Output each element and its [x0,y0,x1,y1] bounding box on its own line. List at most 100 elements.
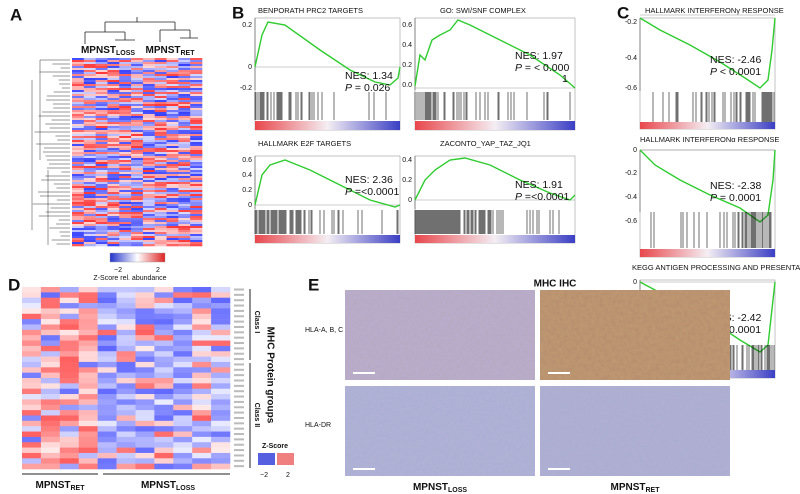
heatmap-cell [178,88,191,91]
heatmap-cell [173,367,193,373]
heatmap-cell [178,96,191,99]
heatmap-cell [119,214,132,217]
heatmap-cell [83,66,96,69]
heatmap-cell [190,60,203,63]
heatmap-cell [190,186,203,189]
heatmap-cell [154,220,167,223]
heatmap-cell [78,303,98,309]
heatmap-cell [211,394,231,400]
heatmap-cell [154,329,174,336]
heatmap-cell [178,92,191,95]
heatmap-cell [95,170,108,173]
heatmap-cell [116,313,136,320]
heatmap-cell [154,313,174,320]
p-label: P = 0.0001 [710,192,761,204]
heatmap-cell [107,172,120,175]
heatmap-cell [95,106,108,109]
heatmap-cell [95,78,108,81]
heatmap-cell [107,96,120,99]
heatmap-cell [40,431,61,438]
heatmap-cell [119,94,132,97]
heatmap-cell [95,152,108,155]
heatmap-cell [178,126,191,129]
heatmap-cell [178,136,191,139]
heatmap-cell [131,132,144,135]
heatmap-cell [119,116,132,119]
heatmap-cell [192,426,212,432]
heatmap-cell [178,62,191,65]
heatmap-cell [59,410,80,416]
heatmap-cell [142,90,156,93]
heatmap-cell [135,447,155,454]
p-symbol: P [515,191,522,203]
heatmap-cell [131,224,144,227]
heatmap-cell [142,206,156,209]
rank-gradient [255,235,400,243]
heatmap-cell [178,122,191,125]
heatmap-cell [83,116,96,119]
heatmap-cell [166,104,179,107]
heatmap-cell [116,447,136,454]
heatmap-cell [83,112,96,115]
heatmap-cell [83,60,96,63]
y-tick-label: 0 [633,279,637,286]
heatmap-cell [178,100,191,103]
heatmap-cell [72,192,85,195]
heatmap-cell [59,383,80,390]
heatmap-cell [154,208,167,211]
heatmap-cell [119,122,132,125]
heatmap-cell [119,76,132,79]
heatmap-cell [166,216,179,219]
heatmap-cell [119,180,132,183]
heatmap-cell [154,168,167,171]
heatmap-cell [190,82,203,85]
row-label-mark [234,379,244,382]
heatmap-cell [142,184,156,187]
heatmap-cell [154,148,167,151]
heatmap-cell [166,108,179,111]
heatmap-cell [192,324,212,331]
heatmap-cell [95,76,108,79]
heatmap-cell [72,230,85,233]
heatmap-cell [192,383,212,390]
heatmap-cell [78,345,98,352]
heatmap-cell [166,140,179,143]
heatmap-cell [59,426,80,432]
heatmap-cell [166,68,179,71]
heatmap-cell [83,242,96,245]
heatmap-cell [72,80,85,83]
heatmap-cell [22,340,42,347]
heatmap-cell [107,228,120,231]
heatmap-cell [95,84,108,87]
heatmap-cell [173,292,193,299]
heatmap-cell [190,192,203,195]
heatmap-cell [211,367,231,373]
heatmap-cell [95,160,108,163]
heatmap-cell [154,232,167,235]
heatmap-cell [83,90,96,93]
heatmap-cell [178,224,191,227]
heatmap-cell [166,132,179,135]
row-label-mark [234,400,244,403]
heatmap-cell [95,118,108,121]
heatmap-cell [78,415,98,422]
heatmap-cell [166,80,179,83]
heatmap-cell [72,200,85,203]
dendrogram [31,59,70,245]
heatmap-cell [142,194,156,197]
heatmap-cell [83,240,96,243]
heatmap-cell [72,62,85,65]
heatmap-cell [78,351,98,357]
heatmap-cell [192,420,212,427]
heatmap-cell [119,70,132,73]
heatmap-cell [135,388,155,395]
heatmap-cell [131,138,144,141]
heatmap-cell [95,64,108,67]
heatmap-cell [154,222,167,225]
heatmap-cell [135,345,155,352]
heatmap-cell [178,118,191,121]
heatmap-cell [107,100,120,103]
heatmap-cell [135,351,155,357]
heatmap-cell [178,84,191,87]
heatmap-cell [95,68,108,71]
